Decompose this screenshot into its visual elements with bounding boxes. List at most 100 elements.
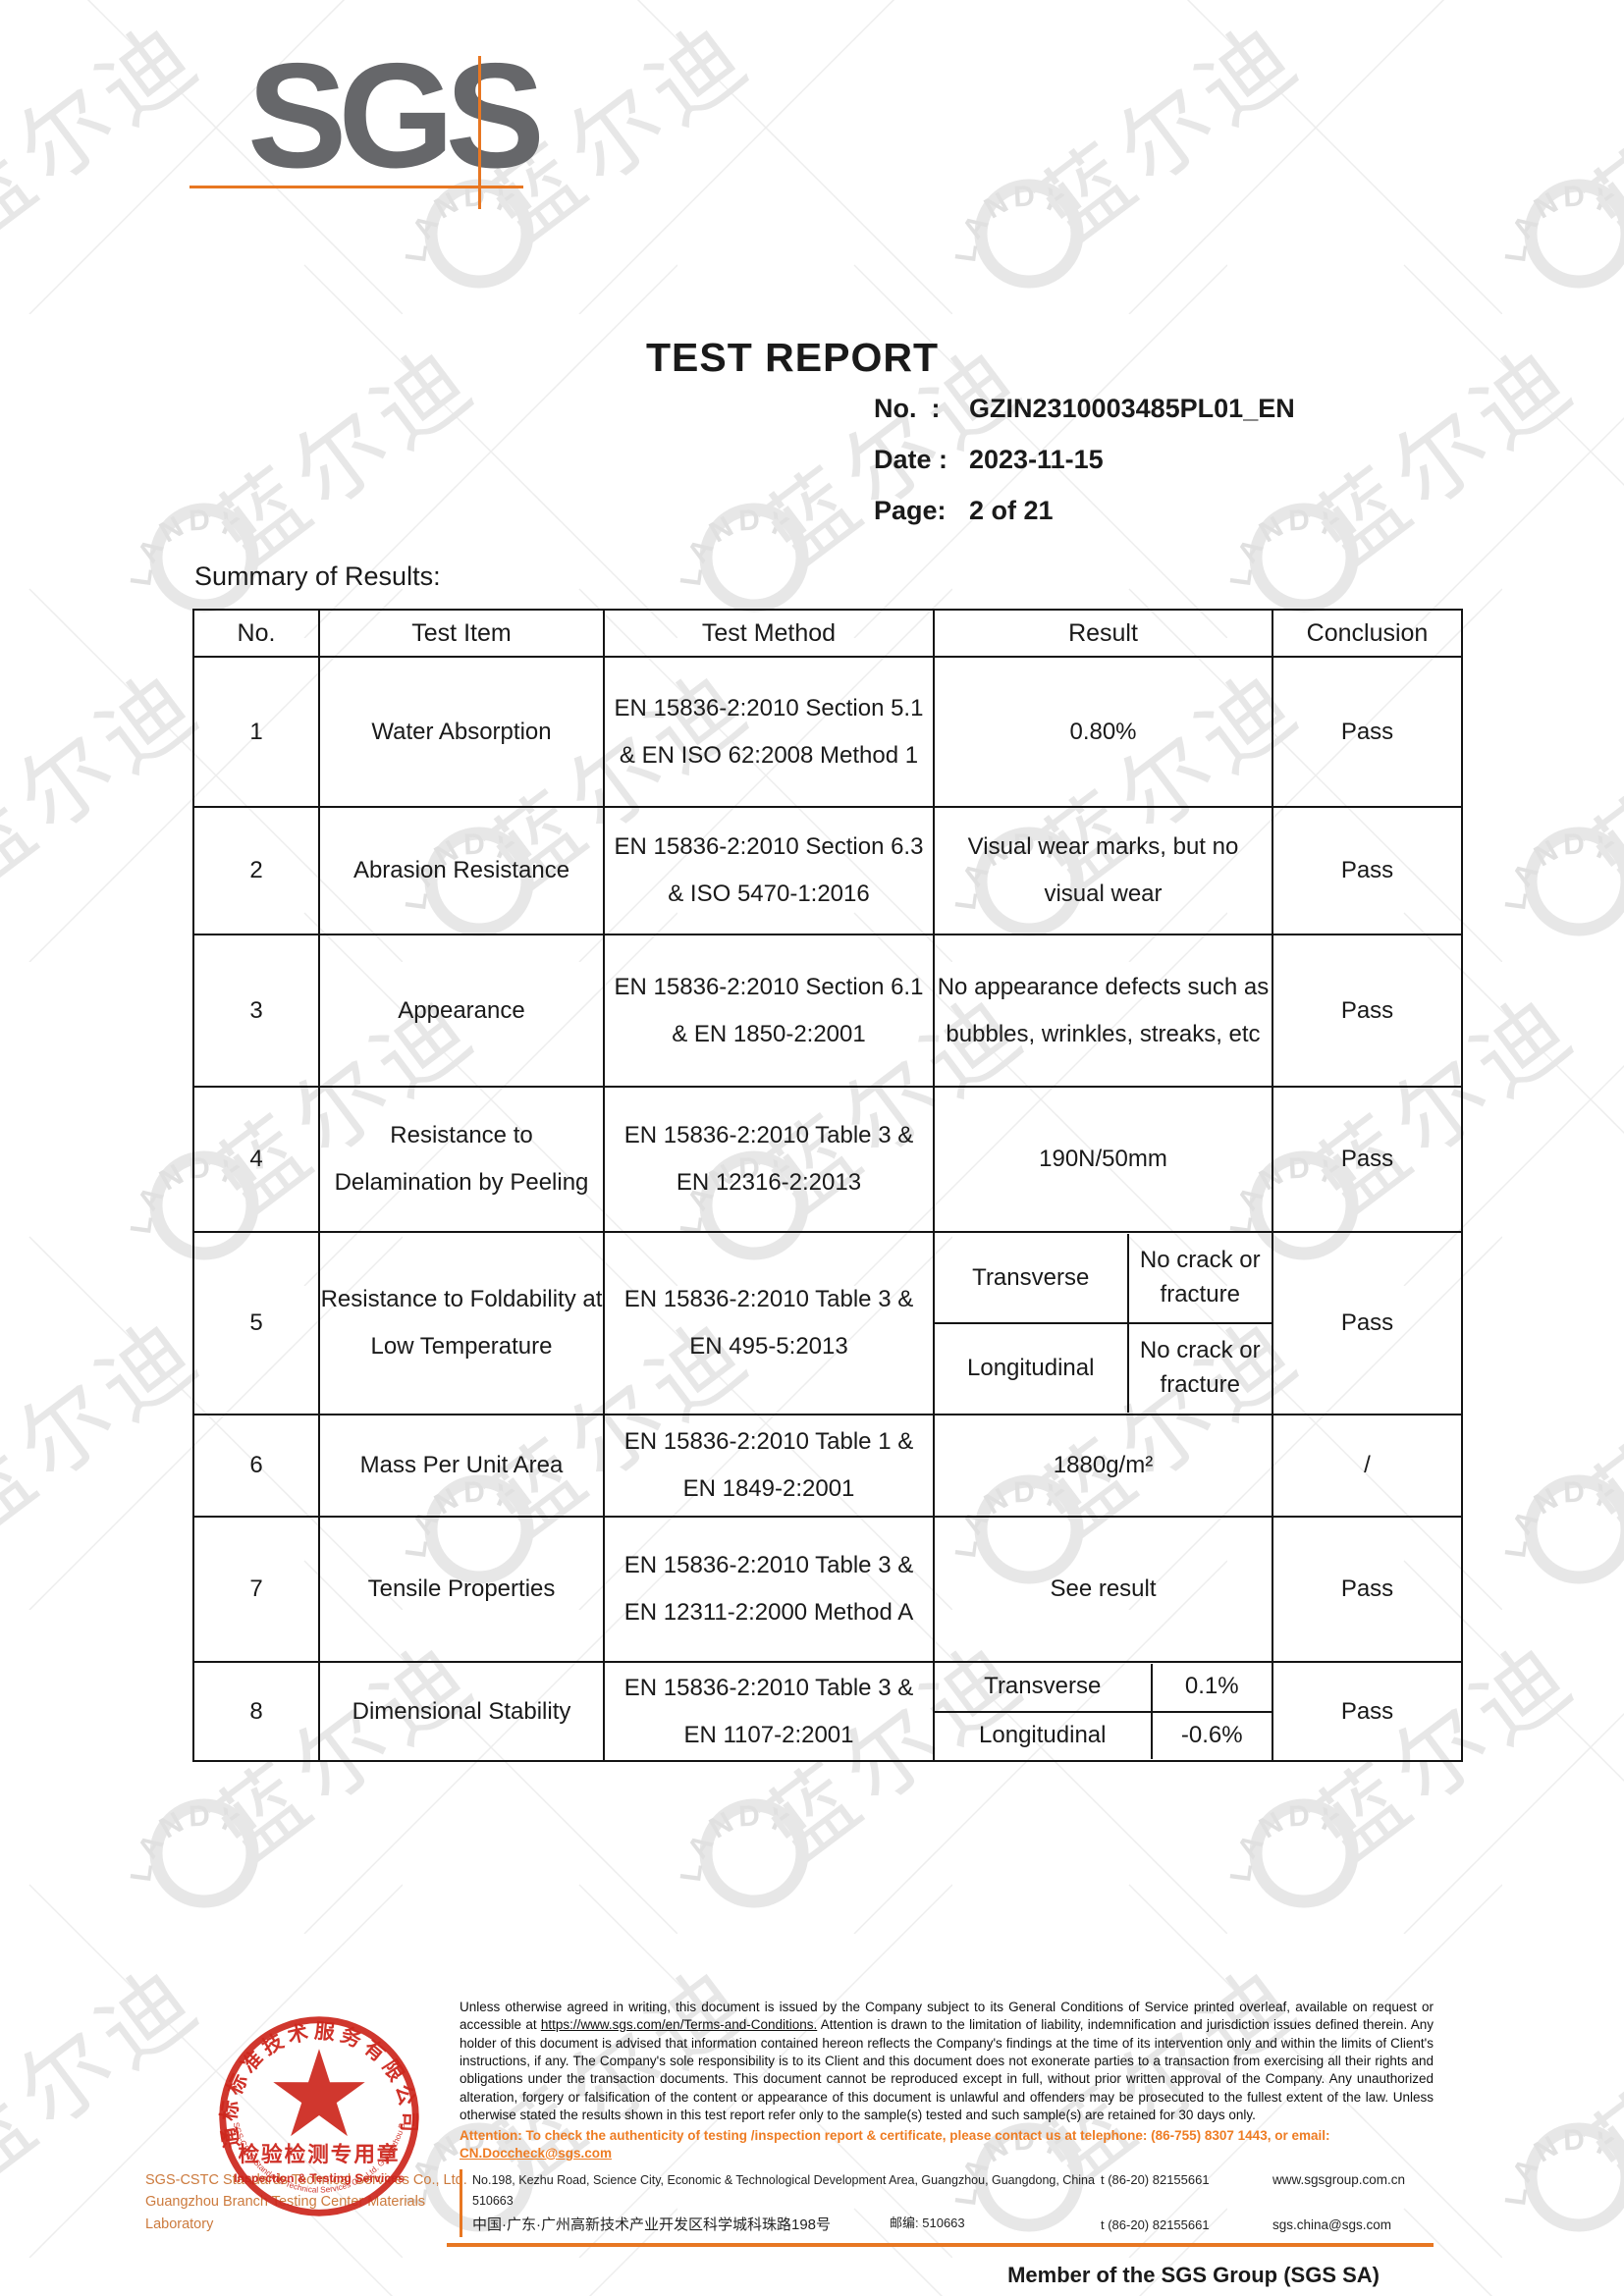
table-row: 5 Resistance to Foldability at Low Tempe… [192,1231,1463,1415]
table-row: 8 Dimensional Stability EN 15836-2:2010 … [192,1661,1463,1762]
cell-no: 6 [192,1414,320,1518]
cell-result: 190N/50mm [933,1086,1273,1233]
cell-conclusion: Pass [1272,1086,1463,1233]
cell-result-value: 0.1% [1150,1664,1272,1711]
address-row-cn: 中国·广东·广州高新技术产业开发区科学城科珠路198号 邮编: 510663 t… [472,2213,1434,2238]
cell-test-method: EN 15836-2:2010 Table 3 & EN 12311-2:200… [603,1516,935,1663]
cell-result: 1880g/m² [933,1414,1273,1518]
member-note: Member of the SGS Group (SGS SA) [1007,2263,1380,2288]
table-row: 6 Mass Per Unit Area EN 15836-2:2010 Tab… [192,1414,1463,1518]
seal-center-en: Inspection & Testing Services [234,2171,405,2185]
website-url: www.sgsgroup.com.cn [1272,2172,1406,2188]
col-header-result: Result [933,609,1273,658]
cell-test-method: EN 15836-2:2010 Section 6.1 & EN 1850-2:… [603,934,935,1088]
logo-vertical-line [478,56,481,209]
watermark-stamp [952,0,1502,314]
cell-conclusion: Pass [1272,1661,1463,1762]
cell-test-item: Water Absorption [318,656,605,808]
phone-number: t (86-20) 82155661 [1101,2216,1210,2232]
doccheck-email-link[interactable]: CN.Doccheck@sgs.com [460,2145,612,2161]
col-header-no: No. [192,609,320,658]
cell-result-direction: Transverse [972,1263,1090,1291]
cell-result-value: No crack or fracture [1126,1322,1272,1413]
phone-number: t (86-20) 82155661 [1101,2172,1210,2188]
table-row: 2 Abrasion Resistance EN 15836-2:2010 Se… [192,806,1463,935]
cell-no: 1 [192,656,320,808]
cell-no: 8 [192,1661,320,1762]
footer: Unless otherwise agreed in writing, this… [447,1999,1434,2288]
cell-test-method: EN 15836-2:2010 Section 5.1 & EN ISO 62:… [603,656,935,808]
cell-test-method: EN 15836-2:2010 Table 3 & EN 495-5:2013 [603,1231,935,1415]
sgs-logo: SGS [247,32,545,199]
cell-test-item: Mass Per Unit Area [318,1414,605,1518]
email-address: sgs.china@sgs.com [1272,2216,1391,2232]
cell-result-value: -0.6% [1150,1710,1272,1759]
cell-test-method: EN 15836-2:2010 Table 1 & EN 1849-2:2001 [603,1414,935,1518]
report-date-label: Date : [874,445,948,474]
watermark-stamp [1502,569,1624,962]
cell-test-method: EN 15836-2:2010 Table 3 & EN 1107-2:2001 [603,1661,935,1762]
cell-no: 5 [192,1231,320,1415]
report-page-label: Page: [874,496,947,525]
cell-no: 2 [192,806,320,935]
summary-heading: Summary of Results: [194,561,441,591]
cell-test-item: Resistance to Delamination by Peeling [318,1086,605,1233]
report-title: TEST REPORT [646,335,940,380]
cell-conclusion: Pass [1272,656,1463,808]
cell-conclusion: Pass [1272,1516,1463,1663]
cell-result-direction: Transverse [984,1673,1102,1700]
cell-result-split: Transverse No crack or fracture Longitud… [933,1231,1273,1415]
cell-test-method: EN 15836-2:2010 Table 3 & EN 12316-2:201… [603,1086,935,1233]
report-date-row: Date : 2023-11-15 [874,445,1295,475]
report-page-row: Page: 2 of 21 [874,496,1295,526]
report-no-row: No. : GZIN2310003485PL01_EN [874,394,1295,424]
legal-text-part2: Attention is drawn to the limitation of … [460,2017,1435,2123]
seal-star-icon [273,2049,365,2137]
postcode: 邮编: 510663 [890,2215,965,2230]
attention-text: Attention: To check the authenticity of … [460,2127,1330,2143]
col-header-test-method: Test Method [603,609,935,658]
cell-test-item: Appearance [318,934,605,1088]
watermark-stamp [1502,1865,1624,2258]
cell-result-value: No crack or fracture [1126,1234,1272,1322]
table-row: 4 Resistance to Delamination by Peeling … [192,1086,1463,1233]
address-en: No.198, Kezhu Road, Science City, Econom… [472,2173,1095,2209]
cell-no: 7 [192,1516,320,1663]
table-row: 3 Appearance EN 15836-2:2010 Section 6.1… [192,934,1463,1088]
cell-test-item: Resistance to Foldability at Low Tempera… [318,1231,605,1415]
results-table: No. Test Item Test Method Result Conclus… [192,609,1463,1762]
attention-note: Attention: To check the authenticity of … [460,2127,1434,2163]
inspection-seal: 通标标准技术服务有限公司广州分公司 检验检测专用章 Inspection & T… [208,2005,419,2216]
table-row: 1 Water Absorption EN 15836-2:2010 Secti… [192,656,1463,808]
cell-test-item: Tensile Properties [318,1516,605,1663]
cell-conclusion: Pass [1272,934,1463,1088]
report-date-value: 2023-11-15 [969,445,1104,474]
cell-result: 0.80% [933,656,1273,808]
footer-divider [447,2243,1434,2248]
report-no-value: GZIN2310003485PL01_EN [969,394,1295,423]
cell-result-direction: Longitudinal [935,1322,1127,1413]
address-cn: 中国·广东·广州高新技术产业开发区科学城科珠路198号 [472,2216,832,2233]
address-block: No.198, Kezhu Road, Science City, Econom… [460,2169,1434,2238]
cell-result-split: Transverse 0.1% Longitudinal -0.6% [933,1661,1273,1762]
table-header-row: No. Test Item Test Method Result Conclus… [192,609,1463,658]
cell-conclusion: Pass [1272,806,1463,935]
cell-result: No appearance defects such as bubbles, w… [933,934,1273,1088]
cell-test-item: Dimensional Stability [318,1661,605,1762]
col-header-test-item: Test Item [318,609,605,658]
cell-test-method: EN 15836-2:2010 Section 6.3 & ISO 5470-1… [603,806,935,935]
table-row: 7 Tensile Properties EN 15836-2:2010 Tab… [192,1516,1463,1663]
logo-underline [189,186,523,188]
report-page-value: 2 of 21 [969,496,1054,525]
cell-result: Visual wear marks, but no visual wear [933,806,1273,935]
cell-no: 3 [192,934,320,1088]
terms-and-conditions-link[interactable]: https://www.sgs.com/en/Terms-and-Conditi… [540,2017,818,2033]
legal-paragraph: Unless otherwise agreed in writing, this… [460,1999,1434,2125]
address-row-en: No.198, Kezhu Road, Science City, Econom… [472,2169,1434,2213]
cell-conclusion: Pass [1272,1231,1463,1415]
report-no-label: No. : [874,394,941,423]
cell-result-direction: Longitudinal [935,1710,1151,1760]
report-info-block: No. : GZIN2310003485PL01_EN Date : 2023-… [874,394,1295,547]
cell-result: See result [933,1516,1273,1663]
